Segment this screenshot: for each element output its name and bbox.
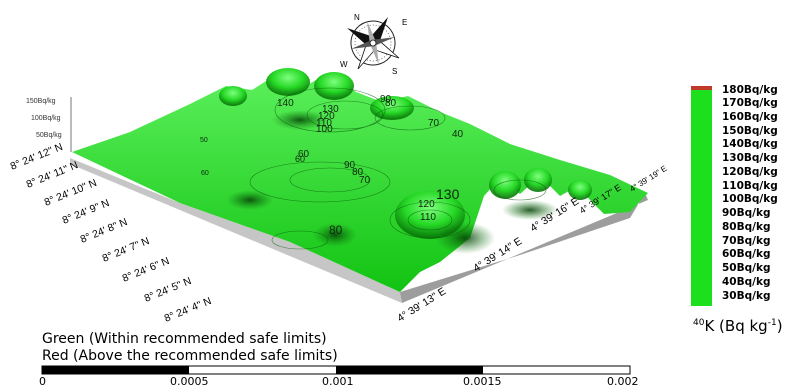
surface-base	[70, 158, 648, 303]
legend-item: 90Bq/kg	[722, 207, 771, 219]
compass-icon	[347, 17, 400, 70]
contour-label: 60	[295, 154, 305, 164]
terrain-surface	[72, 68, 648, 292]
legend-item: 130Bq/kg	[722, 152, 778, 164]
contour-label: 80	[385, 98, 397, 109]
legend-item: 110Bq/kg	[722, 180, 778, 192]
legend-item: 160Bq/kg	[722, 111, 778, 123]
legend-item: 180Bq/kg	[722, 84, 778, 96]
vertical-axis-label: 100Bq/kg	[31, 115, 61, 122]
contour-label: 40	[452, 129, 464, 140]
contour-label: 120	[318, 111, 335, 122]
green-note: Green (Within recommended safe limits)	[42, 331, 327, 347]
vertical-axis: 150Bq/kg 100Bq/kg 50Bq/kg	[26, 97, 72, 152]
compass-rose: N E S W	[340, 13, 407, 76]
contour-label: 80	[352, 167, 364, 178]
contour-label: 70	[359, 175, 371, 186]
contour-label: 90	[380, 94, 392, 105]
contour-label: 130	[436, 186, 460, 202]
unit-close: )	[776, 317, 783, 335]
contour-label: 100	[316, 124, 333, 135]
longitude-label: 4° 39' 19" E	[628, 164, 668, 194]
contour-label: 130	[322, 104, 339, 115]
latitude-label: 8° 24' 6" N	[121, 255, 172, 285]
vertical-axis-label: 150Bq/kg	[26, 98, 56, 105]
contour-label: 50	[200, 137, 208, 144]
latitude-label: 8° 24' 5" N	[143, 275, 194, 305]
unit-main: K (Bq kg	[704, 317, 768, 335]
legend-item: 170Bq/kg	[722, 97, 778, 109]
vertical-axis-label: 50Bq/kg	[36, 132, 62, 139]
red-note: Red (Above the recommended safe limits)	[42, 348, 338, 364]
legend-item: 50Bq/kg	[722, 262, 771, 274]
contour-label: 60	[298, 149, 310, 160]
compass-label-n: N	[354, 13, 360, 22]
legend-item: 30Bq/kg	[722, 290, 771, 302]
contour-label: 110	[316, 118, 332, 129]
unit-superscript: 40	[693, 318, 705, 328]
scale-bar	[41, 365, 631, 375]
scale-tick: 0.0015	[463, 375, 502, 388]
contour-labels: 140 130 120 110 100 90 80 70 60 50 40 13…	[200, 94, 464, 237]
contour-label: 80	[329, 223, 343, 237]
contour-label: 110	[420, 212, 436, 223]
legend-item: 140Bq/kg	[722, 138, 778, 150]
legend-item: 100Bq/kg	[722, 193, 778, 205]
legend-item: 150Bq/kg	[722, 125, 778, 137]
legend-unit-label: 40K (Bq kg-1)	[693, 317, 783, 335]
contour-label: 120	[418, 199, 435, 210]
legend-color-bar	[691, 86, 712, 306]
contour-label: 70	[428, 118, 440, 129]
scale-tick: 0.002	[607, 375, 639, 388]
legend-item: 60Bq/kg	[722, 248, 771, 260]
contour-label: 140	[277, 98, 294, 109]
legend-item: 80Bq/kg	[722, 221, 771, 233]
latitude-label: 8° 24' 8" N	[79, 216, 130, 246]
compass-label-e: E	[402, 18, 407, 27]
scale-tick: 0	[39, 375, 46, 388]
contour-label: 90	[344, 160, 356, 171]
latitude-label: 8° 24' 7" N	[101, 235, 152, 265]
latitude-label: 8° 24' 4" N	[163, 295, 214, 325]
legend-item: 40Bq/kg	[722, 276, 771, 288]
compass-label-w: W	[340, 60, 348, 69]
unit-exponent: -1	[767, 318, 777, 328]
scale-tick: 0.0005	[170, 375, 209, 388]
legend-item: 120Bq/kg	[722, 166, 778, 178]
scale-tick: 0.001	[322, 375, 354, 388]
contour-label: 60	[201, 170, 209, 177]
compass-label-s: S	[392, 67, 397, 76]
legend-item: 70Bq/kg	[722, 235, 771, 247]
latitude-label: 8° 24' 9" N	[61, 197, 112, 227]
